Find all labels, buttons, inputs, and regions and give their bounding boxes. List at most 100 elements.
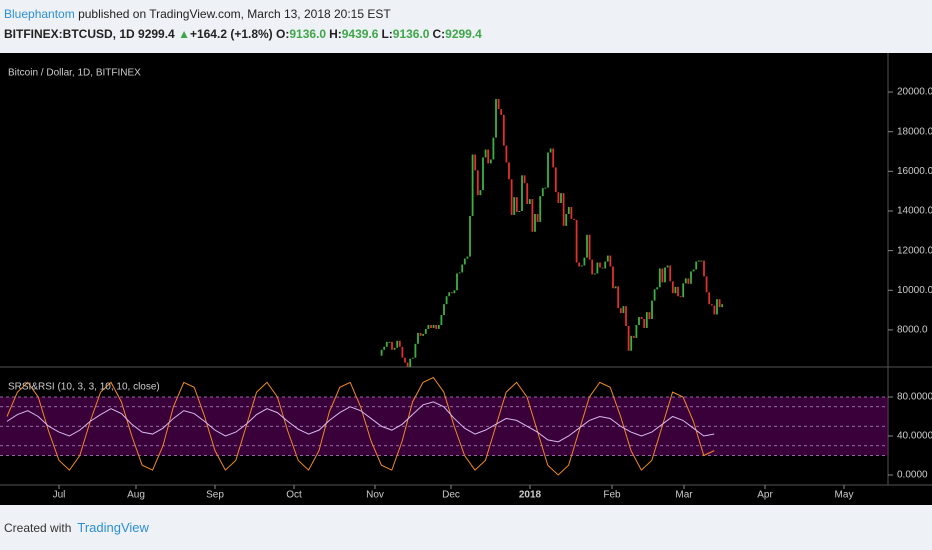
symbol: BITFINEX:BTCUSD, 1D xyxy=(4,27,135,41)
candle xyxy=(463,258,466,265)
header: Bluephantom published on TradingView.com… xyxy=(4,4,485,44)
candle xyxy=(534,213,536,232)
candle xyxy=(664,267,666,283)
candle xyxy=(684,278,687,284)
candle xyxy=(523,175,526,184)
candle xyxy=(669,265,672,282)
candle xyxy=(601,267,604,269)
candle xyxy=(505,145,508,163)
candle xyxy=(422,333,425,336)
y-tick-label: 8000.0 xyxy=(897,325,928,336)
candle xyxy=(437,324,440,329)
candle xyxy=(679,296,682,298)
candle xyxy=(651,300,653,320)
x-tick-label: May xyxy=(835,490,854,501)
candle xyxy=(567,207,570,214)
candle xyxy=(570,207,573,219)
y-tick-label: 18000.0 xyxy=(897,126,932,137)
ohlc-label: H: xyxy=(329,27,342,41)
candle xyxy=(632,335,635,338)
candle xyxy=(713,305,716,315)
candle xyxy=(560,193,562,204)
candle xyxy=(515,197,518,212)
candle xyxy=(461,264,464,273)
indicator-line xyxy=(6,401,715,443)
pane-title: Bitcoin / Dollar, 1D, BITFINEX xyxy=(8,68,141,79)
candle xyxy=(591,259,594,275)
candle xyxy=(409,358,412,367)
candle xyxy=(604,261,607,269)
candle xyxy=(471,154,474,216)
created: Created with xyxy=(4,521,72,535)
candle xyxy=(539,196,542,222)
candle xyxy=(643,319,646,328)
candle xyxy=(554,167,557,193)
candle xyxy=(622,306,625,314)
candle xyxy=(656,287,659,290)
y-tick-label: 20000.0 xyxy=(897,87,932,98)
candle xyxy=(658,268,661,288)
candle xyxy=(432,324,435,328)
candle xyxy=(617,286,620,309)
footer: Created with TradingView xyxy=(4,520,149,535)
candle xyxy=(391,341,393,350)
x-tick-label: Aug xyxy=(127,490,145,501)
ohlc-label: L: xyxy=(381,27,393,41)
candle xyxy=(427,324,430,329)
candle xyxy=(510,179,513,215)
pane-title: SRSI&RSI (10, 3, 3, 10, 10, close) xyxy=(8,382,160,393)
ohlc-value: 9136.0 xyxy=(392,27,430,41)
author[interactable]: Bluephantom xyxy=(4,7,75,21)
candle xyxy=(716,299,718,315)
candle xyxy=(619,308,622,314)
y-tick-label: 10000.0 xyxy=(897,285,932,296)
candle xyxy=(573,218,575,220)
candle xyxy=(458,272,461,274)
brand[interactable]: TradingView xyxy=(77,520,149,535)
candle xyxy=(401,346,404,358)
candle xyxy=(482,157,484,191)
y-tick-label: 16000.0 xyxy=(897,166,932,177)
candle xyxy=(445,296,448,305)
candle xyxy=(500,109,503,115)
candle xyxy=(583,257,586,266)
candle xyxy=(708,292,711,305)
candle xyxy=(630,335,633,351)
ohlc-value: 9299.4 xyxy=(445,27,482,41)
candle xyxy=(547,152,549,188)
candle xyxy=(417,332,419,344)
candle xyxy=(385,341,388,347)
y-tick-label: 40.0000 xyxy=(897,431,932,442)
candle xyxy=(612,266,614,289)
candle xyxy=(674,286,677,294)
x-tick-label: Dec xyxy=(442,490,460,501)
candle xyxy=(703,260,705,277)
x-tick-label: Apr xyxy=(757,490,773,501)
x-tick-label: Jul xyxy=(53,490,66,501)
candle xyxy=(599,262,601,268)
candle xyxy=(528,199,531,205)
candle xyxy=(492,137,495,160)
candle xyxy=(721,304,724,308)
candle xyxy=(435,324,438,329)
candle xyxy=(497,98,500,110)
ohlc: O:9136.0 H:9439.6 L:9136.0 C:9299.4 xyxy=(276,27,485,41)
quote-line: BITFINEX:BTCUSD, 1D 9299.4 ▲+164.2 (+1.8… xyxy=(4,24,485,44)
candle xyxy=(443,304,445,316)
candle xyxy=(578,262,581,267)
published: published on TradingView.com, March 13, … xyxy=(78,7,391,21)
candle xyxy=(586,234,588,258)
candle xyxy=(419,332,422,336)
x-tick-label: Mar xyxy=(675,490,693,501)
candle xyxy=(593,273,596,275)
candle xyxy=(671,281,674,294)
candle xyxy=(424,328,427,334)
candle xyxy=(710,304,713,306)
candle xyxy=(645,312,648,328)
candle xyxy=(495,98,497,138)
candle xyxy=(562,193,565,226)
candle xyxy=(692,269,695,272)
x-tick-label: 2018 xyxy=(519,490,542,501)
candle xyxy=(513,197,516,215)
